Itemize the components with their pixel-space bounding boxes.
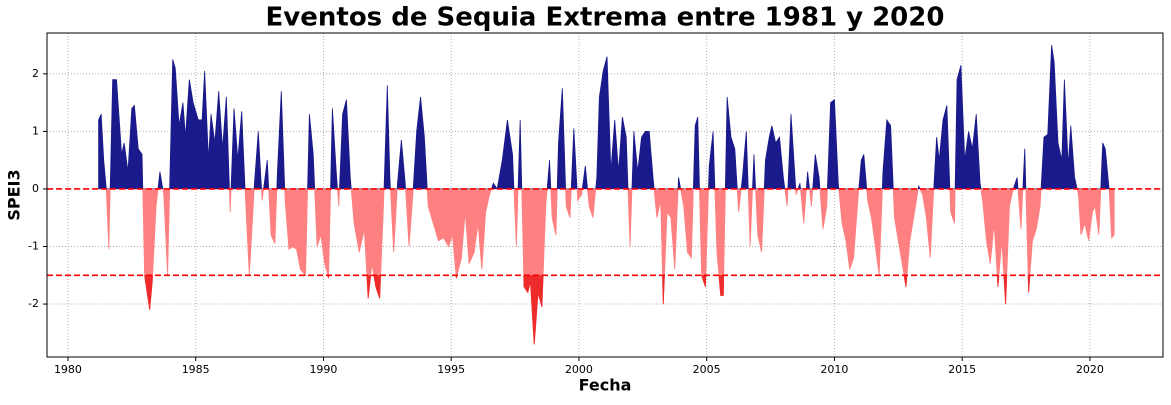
x-tick-label: 2020 bbox=[1076, 363, 1104, 376]
y-axis-label: SPEI3 bbox=[5, 169, 24, 220]
chart-title: Eventos de Sequia Extrema entre 1981 y 2… bbox=[266, 3, 945, 33]
y-tick-label: 2 bbox=[32, 67, 39, 80]
y-tick-label: -1 bbox=[28, 240, 39, 253]
x-tick-label: 1990 bbox=[309, 363, 337, 376]
x-tick-label: 1995 bbox=[437, 363, 465, 376]
negative-area bbox=[98, 188, 1115, 345]
x-tick-label: 1980 bbox=[54, 363, 82, 376]
x-tick-label: 1985 bbox=[182, 363, 210, 376]
x-tick-label: 2010 bbox=[820, 363, 848, 376]
y-tick-label: 1 bbox=[32, 124, 39, 137]
y-tick-label: 0 bbox=[32, 182, 39, 195]
plot-frame bbox=[46, 32, 1164, 358]
x-axis-label: Fecha bbox=[579, 376, 632, 395]
y-tick-label: -2 bbox=[28, 297, 39, 310]
x-tick-label: 2005 bbox=[693, 363, 721, 376]
positive-area bbox=[98, 45, 1115, 189]
x-tick-label: 2000 bbox=[565, 363, 593, 376]
x-tick-label: 2015 bbox=[948, 363, 976, 376]
